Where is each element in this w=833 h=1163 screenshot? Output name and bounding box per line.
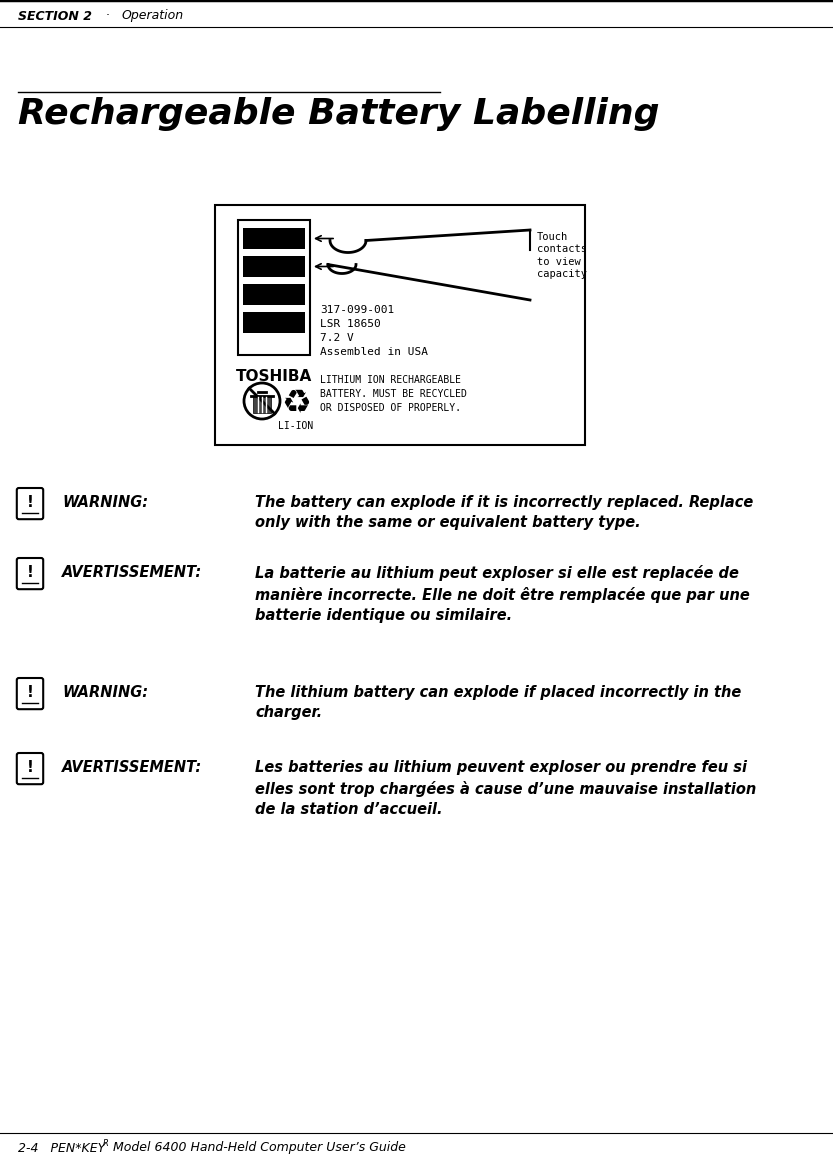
Bar xyxy=(238,220,310,355)
Bar xyxy=(215,205,585,445)
Text: Rechargeable Battery Labelling: Rechargeable Battery Labelling xyxy=(18,97,660,131)
FancyBboxPatch shape xyxy=(17,678,43,709)
Bar xyxy=(243,256,305,277)
Text: R: R xyxy=(103,1140,109,1149)
Bar xyxy=(243,312,305,333)
Text: LI-ION: LI-ION xyxy=(278,421,314,431)
Text: Operation: Operation xyxy=(122,9,184,22)
Text: 7.2 V: 7.2 V xyxy=(320,333,354,343)
FancyBboxPatch shape xyxy=(17,558,43,590)
Text: !: ! xyxy=(27,494,33,509)
Text: The lithium battery can explode if placed incorrectly in the
charger.: The lithium battery can explode if place… xyxy=(255,685,741,720)
Bar xyxy=(243,284,305,305)
Text: !: ! xyxy=(27,759,33,775)
Text: WARNING:: WARNING: xyxy=(62,495,148,511)
Text: ·: · xyxy=(106,9,110,22)
Text: The battery can explode if it is incorrectly replaced. Replace
only with the sam: The battery can explode if it is incorre… xyxy=(255,495,753,530)
Text: 2-4   PEN*KEY: 2-4 PEN*KEY xyxy=(18,1142,105,1155)
Text: Touch
contacts
to view
capacity: Touch contacts to view capacity xyxy=(537,231,587,279)
Text: TOSHIBA: TOSHIBA xyxy=(236,369,312,384)
FancyBboxPatch shape xyxy=(17,488,43,519)
Text: AVERTISSEMENT:: AVERTISSEMENT: xyxy=(62,565,202,580)
Bar xyxy=(253,395,271,413)
Bar xyxy=(243,228,305,249)
Text: SECTION 2: SECTION 2 xyxy=(18,9,92,22)
FancyBboxPatch shape xyxy=(17,752,43,784)
Text: AVERTISSEMENT:: AVERTISSEMENT: xyxy=(62,759,202,775)
Text: 317-099-001: 317-099-001 xyxy=(320,305,394,315)
Text: !: ! xyxy=(27,565,33,579)
Text: LITHIUM ION RECHARGEABLE
BATTERY. MUST BE RECYCLED
OR DISPOSED OF PROPERLY.: LITHIUM ION RECHARGEABLE BATTERY. MUST B… xyxy=(320,374,466,413)
Text: WARNING:: WARNING: xyxy=(62,685,148,700)
Text: Model 6400 Hand-Held Computer User’s Guide: Model 6400 Hand-Held Computer User’s Gui… xyxy=(109,1142,406,1155)
Text: Assembled in USA: Assembled in USA xyxy=(320,347,428,357)
Text: !: ! xyxy=(27,685,33,700)
Text: LSR 18650: LSR 18650 xyxy=(320,319,381,329)
Text: Les batteries au lithium peuvent exploser ou prendre feu si
elles sont trop char: Les batteries au lithium peuvent explose… xyxy=(255,759,756,818)
Text: ♻: ♻ xyxy=(281,387,311,420)
Text: La batterie au lithium peut exploser si elle est replacée de
manière incorrecte.: La batterie au lithium peut exploser si … xyxy=(255,565,750,623)
